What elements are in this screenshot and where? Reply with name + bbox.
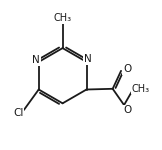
Text: CH₃: CH₃	[131, 84, 149, 94]
Text: O: O	[123, 64, 131, 74]
Text: Cl: Cl	[13, 108, 24, 118]
Text: N: N	[84, 54, 92, 64]
Text: N: N	[32, 56, 40, 66]
Text: O: O	[123, 105, 131, 115]
Text: CH₃: CH₃	[53, 13, 72, 23]
